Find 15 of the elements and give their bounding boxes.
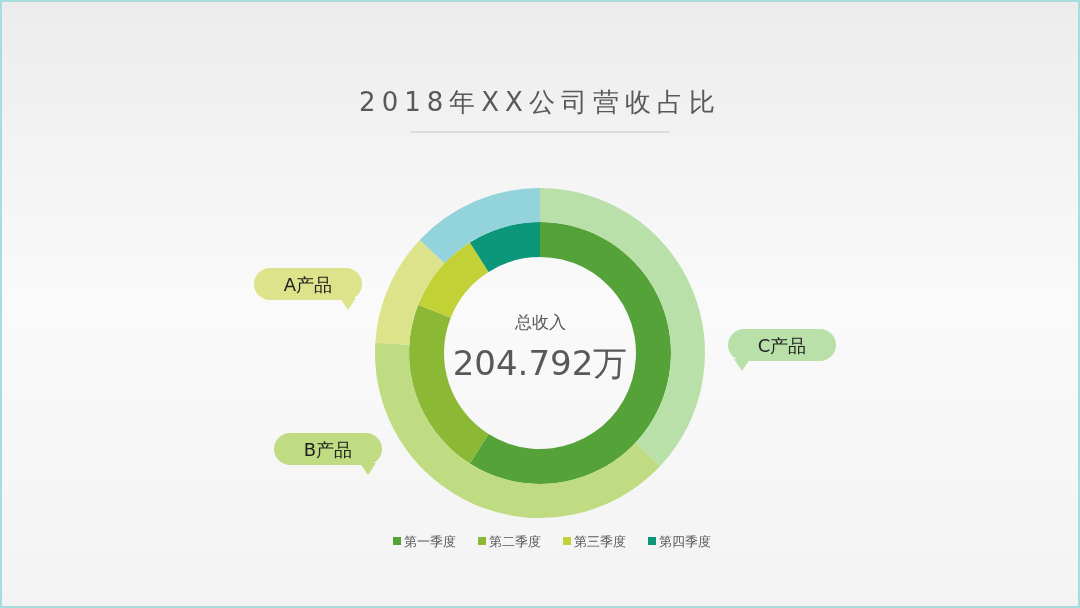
legend-label: 第四季度	[659, 533, 711, 549]
legend-label: 第二季度	[489, 533, 541, 549]
text: 总收入	[513, 312, 566, 332]
donut-slice	[375, 342, 661, 518]
donut-slice	[469, 222, 540, 272]
slice-label: B产品	[303, 438, 353, 460]
slice-label: C产品	[757, 334, 807, 356]
legend-label: 第三季度	[574, 533, 626, 549]
donut-slice	[418, 242, 489, 318]
chart-title: 2018年XX公司营收占比	[359, 87, 721, 117]
donut-slice	[375, 240, 445, 345]
donut-slice	[419, 188, 540, 264]
text: 204.792万	[452, 343, 628, 383]
legend-label: 第一季度	[404, 533, 456, 549]
slice-label: A产品	[283, 273, 333, 295]
